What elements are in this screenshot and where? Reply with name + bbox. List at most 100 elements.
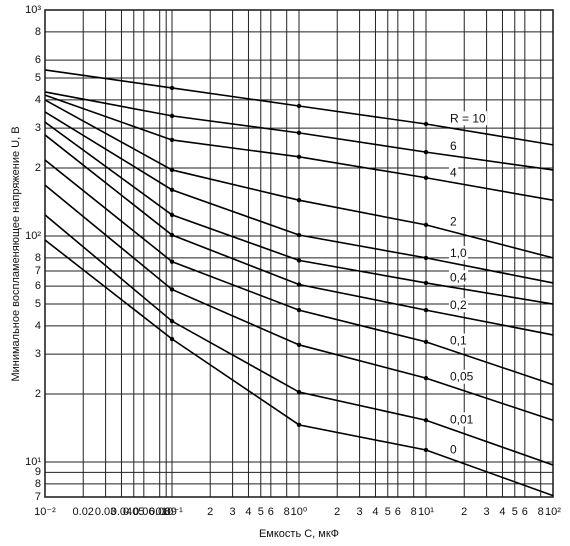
curve-label: 0,4 [450,270,467,284]
x-tick-label: 0.02 [73,506,94,518]
label-bg [449,412,475,427]
point [423,149,429,155]
curve-label: 0,05 [450,370,474,384]
y-tick-label: 7 [35,265,41,277]
point [423,175,429,180]
point [296,422,302,428]
y-tick-label: 5 [35,72,41,84]
label-bg [449,333,469,348]
label-bg [449,298,469,313]
y-tick-label: 2 [35,162,41,174]
y-tick-label: 10³ [25,4,41,16]
x-tick-label: 8 [411,506,417,518]
x-tick-label: 2 [461,506,467,518]
y-tick-label: 8 [35,26,41,38]
y-axis-label: Минимальное воспламеняющее напряжение U,… [10,126,22,381]
x-tick-label: 5 [385,506,391,518]
x-tick-label: 3 [484,506,490,518]
curve-label: 0,1 [450,334,467,348]
y-tick-label: 8 [35,478,41,490]
label-bg [449,270,469,285]
x-tick-label: 0.05 [123,506,144,518]
y-tick-label: 9 [35,466,41,478]
y-tick-label: 6 [35,54,41,66]
label-bg [449,165,458,180]
point [423,222,429,228]
label-bg [449,369,475,384]
label-bg [449,442,458,457]
point [169,232,175,238]
point [296,198,302,203]
point [296,342,302,348]
point [169,167,175,173]
point [423,280,429,286]
x-tick-label: 10⁻² [34,506,56,518]
x-tick-label: 4 [499,506,505,518]
x-tick-label: 6 [268,506,274,518]
curve-label: 0 [450,442,457,456]
point [296,389,302,395]
point [296,154,302,160]
point [423,255,429,261]
point [296,258,302,263]
label-bg [449,111,488,126]
label-bg [449,214,458,229]
point [169,336,175,342]
x-tick-label: 3 [357,506,363,518]
point [169,85,175,91]
y-tick-label: 7 [35,491,41,503]
curve-label: 0,01 [450,412,474,426]
x-tick-label: 0.04 [111,506,132,518]
point [296,282,302,287]
point [169,259,175,264]
point [423,339,429,345]
point [169,137,175,143]
point [169,187,175,193]
x-tick-label: 5 [258,506,264,518]
y-tick-label: 10² [25,230,41,242]
curve-label: 6 [450,139,457,153]
label-bg [449,246,469,261]
point [296,130,302,136]
x-tick-label: 5 [512,506,518,518]
point [423,121,429,127]
label-bg [449,138,458,153]
y-tick-label: 2 [35,388,41,400]
point [423,307,429,313]
x-tick-label: 10⁻¹ [161,506,183,518]
x-tick-label: 6 [522,506,528,518]
point [423,418,429,423]
x-tick-label: 2 [207,506,213,518]
x-tick-label: 6 [395,506,401,518]
x-tick-label: 0.06 [133,506,154,518]
x-tick-label: 8 [538,506,544,518]
x-tick-label: 10² [545,506,561,518]
y-tick-label: 5 [35,298,41,310]
y-tick-label: 3 [35,348,41,360]
y-tick-label: 6 [35,280,41,292]
curve-label: 4 [450,165,457,179]
x-tick-label: 0.03 [95,506,116,518]
y-tick-label: 3 [35,122,41,134]
point [169,318,175,324]
x-tick-label: 10¹ [418,506,434,518]
point [296,232,302,238]
curve-label: 1,0 [450,246,467,260]
x-tick-label: 2 [334,506,340,518]
x-tick-label: 4 [372,506,378,518]
x-axis-label: Емкость С, мкФ [259,528,339,540]
point [296,307,302,313]
y-tick-label: 4 [35,320,41,332]
curve-label: 0,2 [450,298,467,312]
point [169,113,175,119]
point [169,287,175,292]
x-tick-label: 4 [245,506,251,518]
x-tick-label: 0.09 [155,506,176,518]
y-tick-label: 4 [35,94,41,106]
point [296,103,302,109]
y-tick-label: 10¹ [25,456,41,468]
x-tick-label: 10⁰ [291,506,308,518]
y-tick-label: 8 [35,252,41,264]
x-tick-label: 8 [284,506,290,518]
